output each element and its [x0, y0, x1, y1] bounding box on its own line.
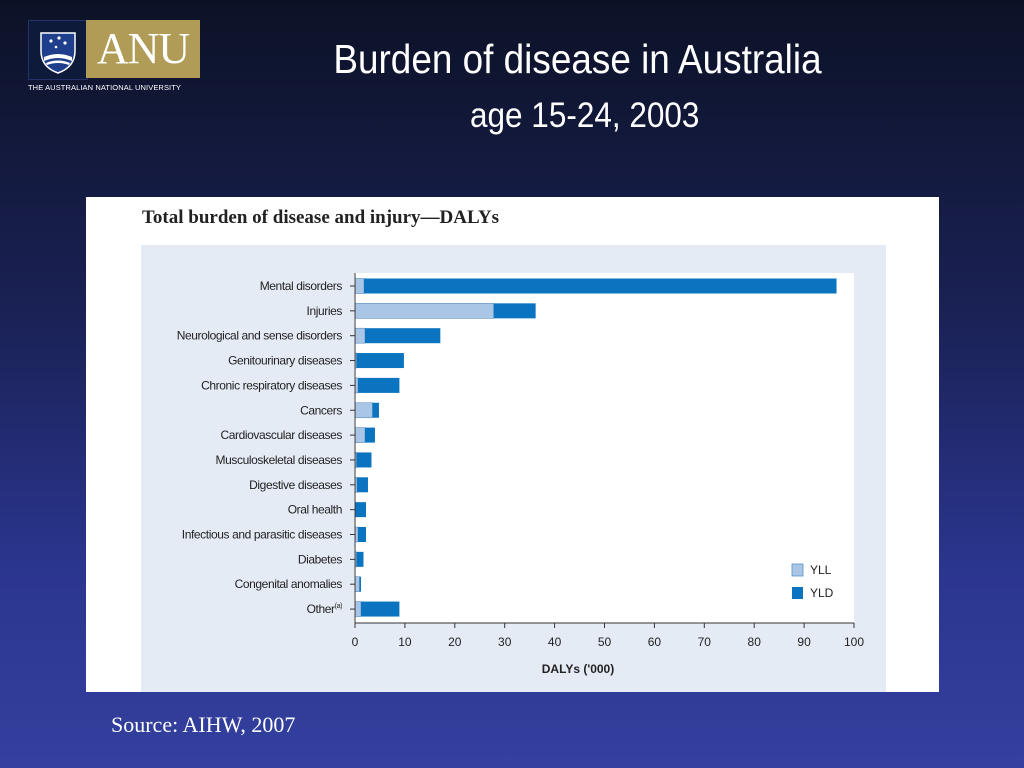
anu-logo-subtitle: THE AUSTRALIAN NATIONAL UNIVERSITY	[28, 83, 182, 92]
bar-yld	[360, 601, 400, 617]
bar-yld	[359, 576, 361, 592]
slide-title: Burden of disease in Australia	[333, 36, 822, 82]
legend-swatch-yll	[791, 563, 804, 577]
bar-yld	[357, 377, 400, 393]
x-tick-label: 70	[698, 635, 712, 649]
anu-logo: ANU THE AUSTRALIAN NATIONAL UNIVERSITY	[28, 20, 200, 94]
x-tick-label: 0	[352, 635, 359, 649]
anu-crest-icon	[28, 20, 88, 80]
legend-swatch-yld	[792, 587, 803, 599]
x-tick-label: 90	[797, 635, 811, 649]
x-tick-label: 30	[498, 635, 512, 649]
category-label: Cancers	[300, 403, 342, 417]
source-note: Source: AIHW, 2007	[111, 712, 296, 737]
category-label: Congenital anomalies	[235, 577, 343, 591]
bar-yld	[364, 328, 441, 344]
category-label: Diabetes	[298, 552, 343, 566]
legend-label-yld: YLD	[810, 586, 834, 600]
x-tick-label: 100	[844, 635, 864, 649]
x-tick-label: 20	[448, 635, 462, 649]
bar-yll	[354, 327, 366, 344]
bar-yld	[357, 527, 366, 542]
bar-yld	[355, 502, 366, 518]
bar-yld	[372, 402, 379, 418]
x-axis-label: DALYs ('000)	[542, 662, 614, 676]
bar-yld	[356, 477, 368, 493]
bar-yld	[356, 452, 372, 468]
x-tick-label: 60	[648, 635, 662, 649]
bar-yll	[354, 278, 365, 294]
bar-yld	[364, 427, 375, 443]
x-tick-label: 10	[398, 635, 412, 649]
bar-yld	[356, 353, 404, 369]
x-tick-label: 80	[748, 635, 762, 649]
category-label: Other(a)	[307, 602, 342, 616]
bar-yld	[356, 551, 364, 567]
bar-yld	[493, 303, 536, 319]
dalys-bar-chart: Total burden of disease and injury—DALYs…	[141, 207, 886, 692]
category-label: Mental disorders	[260, 279, 343, 293]
category-label: Digestive diseases	[249, 478, 342, 492]
anu-wordmark-box: ANU	[86, 20, 200, 78]
bar-yll	[354, 303, 495, 319]
bar-yld	[363, 278, 837, 294]
category-label: Musculoskeletal diseases	[216, 453, 343, 467]
anu-wordmark: ANU	[96, 24, 190, 73]
category-label: Cardiovascular diseases	[220, 428, 342, 442]
category-label: Chronic respiratory diseases	[201, 378, 342, 392]
slide-subtitle: age 15-24, 2003	[470, 96, 700, 135]
category-label: Oral health	[288, 503, 342, 517]
bar-yll	[354, 427, 366, 443]
category-label: Genitourinary diseases	[228, 354, 342, 368]
bar-yll	[354, 601, 362, 617]
chart-title: Total burden of disease and injury—DALYs	[142, 207, 499, 228]
category-label: Neurological and sense disorders	[177, 329, 343, 343]
category-label: Infectious and parasitic diseases	[182, 528, 343, 542]
x-tick-label: 50	[598, 635, 612, 649]
plot-area	[354, 273, 854, 623]
bar-yll	[354, 576, 360, 593]
x-tick-label: 40	[548, 635, 562, 649]
chart-panel: Total burden of disease and injury—DALYs…	[86, 197, 939, 692]
legend-label-yll: YLL	[810, 563, 832, 577]
bar-yll	[354, 402, 373, 419]
category-label: Injuries	[307, 304, 343, 318]
